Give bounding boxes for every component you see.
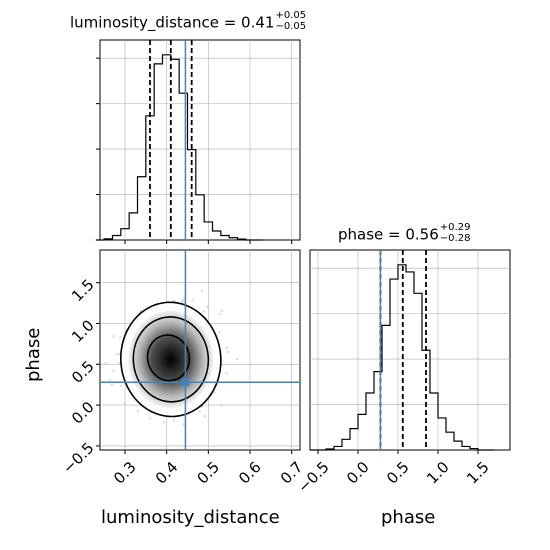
histogram-series <box>95 54 263 241</box>
scatter-point <box>118 362 121 365</box>
phase-title-minus: −0.28 <box>439 233 471 244</box>
y-tick-label: 1.0 <box>68 316 98 346</box>
x-tick-label: 0.6 <box>235 458 265 488</box>
luminosity-distance-title: luminosity_distance = 0.41 +0.05 −0.05 <box>70 10 306 34</box>
ld-title-plus: +0.05 <box>275 10 307 21</box>
phase-vs-luminosity-2d-panel <box>96 249 301 454</box>
x-tick-label: 0.4 <box>152 458 182 488</box>
scatter-point <box>109 379 112 382</box>
truth-marker <box>181 378 190 387</box>
scatter-point <box>104 362 107 365</box>
scatter-point <box>149 417 152 420</box>
scatter-point <box>173 299 176 302</box>
ld-title-errors: +0.05 −0.05 <box>275 10 306 32</box>
scatter-point <box>123 402 127 405</box>
tick-marks <box>96 57 293 244</box>
tick-marks <box>317 450 479 454</box>
luminosity-distance-histogram-panel <box>95 39 301 244</box>
density-contour-3 <box>119 301 222 418</box>
scatter-point <box>182 423 185 426</box>
scatter-point <box>116 353 119 356</box>
scatter-point <box>110 383 114 386</box>
quantile-lines <box>149 40 193 240</box>
x-tick-label: 1.5 <box>463 458 493 488</box>
tick-marks <box>96 282 293 454</box>
scatter-point <box>191 299 194 302</box>
phase-title: phase = 0.56 +0.29 −0.28 <box>338 222 471 246</box>
scatter-point <box>235 358 239 361</box>
x-tick-label: 0.3 <box>110 458 140 488</box>
x-tick-label: 0.5 <box>193 458 223 488</box>
scatter-point <box>202 310 206 313</box>
y-tick-label: 0.0 <box>68 398 98 428</box>
scatter-point <box>172 418 176 422</box>
scatter-point <box>227 350 230 354</box>
scatter-point <box>112 369 115 372</box>
scatter-point <box>204 415 207 418</box>
scatter-point <box>119 335 122 339</box>
y-tick-label: −0.5 <box>59 439 97 477</box>
scatter-point <box>225 346 228 349</box>
scatter-point <box>180 300 184 303</box>
scatter-point <box>198 410 201 413</box>
histogram-step-line <box>310 264 494 451</box>
scatter-point <box>201 405 204 408</box>
y-tick-label: 0.5 <box>68 357 98 387</box>
scatter-point <box>137 409 140 413</box>
scatter-point <box>182 299 185 302</box>
density-contour-2 <box>132 316 210 403</box>
scatter-point <box>206 305 209 308</box>
scatter-point <box>220 309 223 312</box>
panel-frame <box>309 249 511 451</box>
scatter-point <box>119 384 123 388</box>
x-tick-label: 0.5 <box>383 458 413 488</box>
scatter-point <box>112 335 115 338</box>
histogram-series <box>310 264 494 451</box>
ld-title-minus: −0.05 <box>275 21 307 32</box>
x-axis-label-phase: phase <box>381 507 436 528</box>
ld-title-text: luminosity_distance = 0.41 <box>70 13 275 32</box>
y-axis-label-phase: phase <box>23 327 44 382</box>
density-contour-1 <box>146 334 191 382</box>
x-tick-label: 0.0 <box>343 458 373 488</box>
scatter-point <box>218 330 221 334</box>
histogram-step-line <box>95 54 263 241</box>
scatter-point <box>220 404 223 407</box>
phase-title-errors: +0.29 −0.28 <box>440 222 471 244</box>
density-contours <box>119 301 222 418</box>
phase-histogram-panel <box>309 249 511 454</box>
scatter-point <box>218 312 221 315</box>
x-tick-label: 1.0 <box>423 458 453 488</box>
x-tick-label: −0.5 <box>294 458 332 496</box>
scatter-point <box>225 372 228 375</box>
phase-title-plus: +0.29 <box>439 222 471 233</box>
truth-crosshair <box>100 250 300 450</box>
x-axis-label-luminosity-distance: luminosity_distance <box>101 507 280 528</box>
scatter-point <box>201 289 204 293</box>
panel-frame <box>99 39 301 241</box>
phase-title-text: phase = 0.56 <box>338 225 439 244</box>
scatter-point <box>213 391 216 394</box>
scatter-point <box>162 421 166 424</box>
y-tick-label: 1.5 <box>68 276 98 306</box>
density-fill <box>128 310 214 408</box>
